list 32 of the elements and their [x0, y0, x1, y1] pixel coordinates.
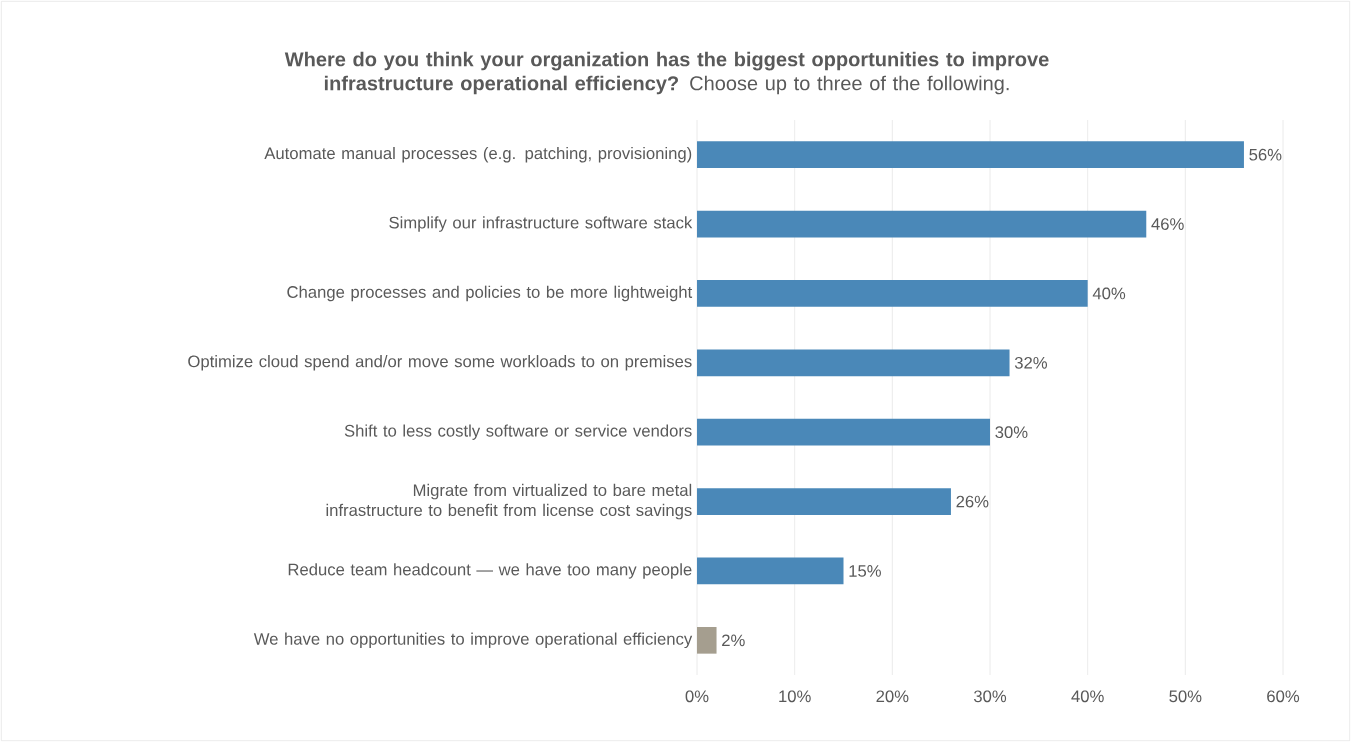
y-tick-label: Reduce team headcount — we have too many people [288, 563, 692, 579]
data-label: 2% [722, 634, 745, 647]
bar [697, 418, 991, 446]
data-label: 15% [849, 565, 881, 577]
bar [697, 557, 844, 585]
bar [697, 488, 951, 515]
x-tick-label: 10% [779, 690, 811, 703]
bar [697, 141, 1244, 169]
data-label: 56% [1249, 148, 1282, 161]
data-label: 46% [1151, 218, 1184, 230]
data-label: 26% [956, 495, 989, 508]
data-label: 32% [1014, 356, 1048, 369]
y-tick-label: We have no opportunities to improve operational efficiency [253, 632, 693, 649]
x-tick-label: 20% [876, 690, 909, 703]
bar [697, 626, 717, 654]
x-tick-label: 40% [1071, 690, 1104, 703]
bar [697, 280, 1088, 307]
bar [697, 349, 1010, 377]
x-tick-label: 50% [1169, 690, 1202, 703]
y-tick-label: Optimize cloud spend and/or move some workloads to on premises [188, 355, 692, 371]
x-tick-label: 60% [1267, 690, 1300, 703]
bar [697, 210, 1147, 238]
data-label: 40% [1092, 287, 1126, 300]
y-tick-label: Shift to less costly software or service vendors [344, 424, 692, 440]
y-tick-label: Simplify our infrastructure software stack [389, 216, 693, 232]
y-tick-label: Automate manual processes (e.g. patching, provisioning) [264, 146, 692, 163]
x-tick-label: 30% [973, 690, 1007, 703]
y-tick-label: Migrate from virtualized to bare metal infrastructure to benefit from license cost savings [326, 483, 692, 520]
chart-title: Where do you think your organization has the biggest opportunities to improve infrastructure operational efficiency? Choose up to three of the following. [284, 51, 1049, 95]
x-tick-label: 0% [685, 690, 709, 703]
y-tick-label: Change processes and policies to be more lightweight [287, 285, 693, 302]
data-label: 30% [995, 426, 1028, 439]
